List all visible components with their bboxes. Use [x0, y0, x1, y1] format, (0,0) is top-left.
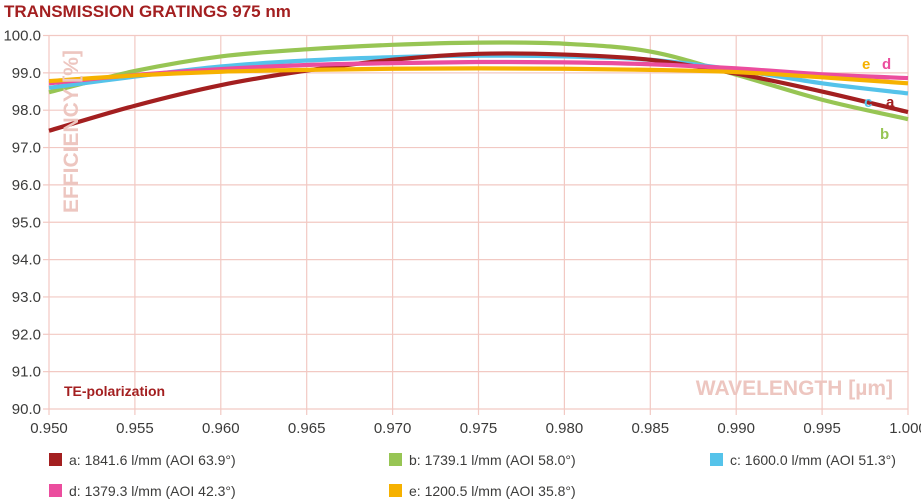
y-tick-label: 100.0	[3, 28, 41, 45]
x-tick-label: 0.955	[116, 420, 154, 437]
legend-label-d: d: 1379.3 l/mm (AOI 42.3°)	[69, 483, 236, 499]
x-tick-label: 1.000	[889, 420, 921, 437]
legend-swatch-a	[49, 453, 62, 466]
x-tick-label: 0.970	[374, 420, 412, 437]
legend-label-e: e: 1200.5 l/mm (AOI 35.8°)	[409, 483, 576, 499]
series-curve-b	[48, 40, 909, 122]
y-tick-label: 96.0	[12, 177, 41, 194]
y-tick-label: 91.0	[12, 364, 41, 381]
legend-label-b: b: 1739.1 l/mm (AOI 58.0°)	[409, 452, 576, 468]
polarization-annotation: TE-polarization	[64, 383, 166, 399]
legend-item-d: d: 1379.3 l/mm (AOI 42.3°)	[49, 483, 236, 499]
legend-swatch-b	[389, 453, 402, 466]
curve-label-e: e	[862, 56, 871, 73]
curve-label-a: a	[886, 94, 895, 111]
legend-item-e: e: 1200.5 l/mm (AOI 35.8°)	[389, 483, 576, 499]
curve-label-b: b	[880, 126, 890, 143]
legend-swatch-e	[389, 484, 402, 497]
x-tick-label: 0.965	[288, 420, 326, 437]
series-curve-a	[48, 51, 909, 133]
y-tick-label: 94.0	[12, 252, 41, 269]
series-curve-e	[48, 66, 909, 86]
y-axis-label: EFFICIENCY [%]	[60, 50, 83, 213]
legend-item-c: c: 1600.0 l/mm (AOI 51.3°)	[710, 452, 896, 468]
y-tick-label: 98.0	[12, 102, 41, 119]
plot-area: 100.0 99.0 98.0 97.0 96.0 95.0 94.0 93.0 92.0 91.…	[3, 28, 921, 438]
legend-label-a: a: 1841.6 l/mm (AOI 63.9°)	[69, 452, 236, 468]
curve-label-d: d	[882, 56, 892, 73]
legend-label-c: c: 1600.0 l/mm (AOI 51.3°)	[730, 452, 896, 468]
x-axis-label: WAVELENGTH [µm]	[695, 377, 893, 400]
curve-label-c: c	[864, 94, 873, 111]
x-tick-label: 0.995	[803, 420, 841, 437]
y-tick-label: 92.0	[12, 326, 41, 343]
legend-item-a: a: 1841.6 l/mm (AOI 63.9°)	[49, 452, 236, 468]
page-title: TRANSMISSION GRATINGS 975 nm	[4, 2, 291, 21]
y-tick-label: 93.0	[12, 289, 41, 306]
legend-swatch-d	[49, 484, 62, 497]
x-tick-label: 0.990	[717, 420, 755, 437]
y-tick-label: 90.0	[12, 401, 41, 418]
y-tick-label: 95.0	[12, 214, 41, 231]
legend-item-b: b: 1739.1 l/mm (AOI 58.0°)	[389, 452, 576, 468]
x-tick-label: 0.950	[30, 420, 68, 437]
x-tick-label: 0.980	[546, 420, 584, 437]
legend-swatch-c	[710, 453, 723, 466]
x-tick-label: 0.975	[460, 420, 498, 437]
y-tick-label: 97.0	[12, 140, 41, 157]
x-tick-label: 0.985	[632, 420, 670, 437]
x-tick-label: 0.960	[202, 420, 240, 437]
y-tick-label: 99.0	[12, 65, 41, 82]
